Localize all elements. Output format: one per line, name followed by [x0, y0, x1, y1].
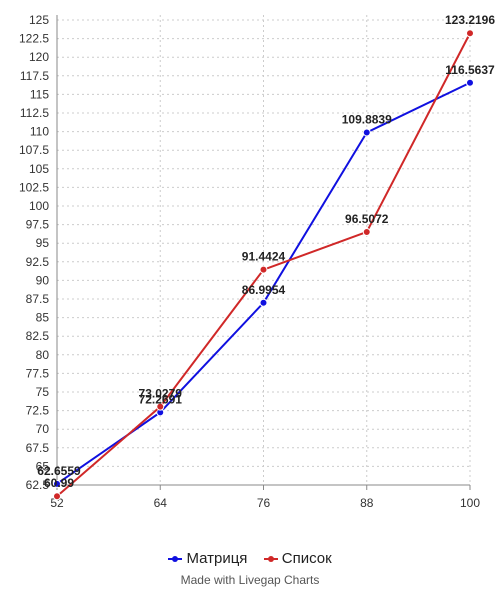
grid-lines [56, 15, 471, 486]
x-tick-label: 88 [360, 496, 374, 510]
y-tick-label: 72.5 [26, 404, 50, 418]
data-point[interactable] [466, 29, 474, 38]
credit-text: Made with Livegap Charts [180, 573, 320, 587]
y-tick-label: 85 [36, 311, 50, 325]
legend-item-list[interactable]: Список [263, 550, 332, 567]
data-label: 60.99 [44, 476, 74, 490]
legend: Матриця Список [0, 550, 500, 567]
data-label: 62.6559 [37, 464, 81, 478]
y-tick-label: 122.5 [19, 32, 49, 46]
x-tick-label: 64 [154, 496, 168, 510]
data-point[interactable] [259, 298, 268, 307]
legend-label-list: Список [281, 550, 332, 567]
y-tick-label: 65 [36, 459, 50, 473]
y-tick-label: 100 [29, 199, 49, 213]
data-point[interactable] [259, 265, 268, 274]
x-axis-ticks: 52 64 76 88 100 [50, 485, 480, 510]
data-labels: 62.6559 72.2691 86.9954 109.8839 116.5637 60.… [37, 13, 495, 490]
x-tick-label: 76 [257, 496, 271, 510]
y-tick-label: 102.5 [19, 180, 49, 194]
y-tick-label: 110 [30, 125, 49, 139]
legend-swatch-matrix [168, 554, 183, 564]
data-point[interactable] [362, 128, 371, 137]
y-tick-label: 75 [36, 385, 50, 399]
legend-label-matrix: Матриця [186, 550, 248, 567]
data-label: 72.2691 [139, 392, 183, 406]
legend-swatch-list [263, 554, 278, 564]
y-tick-label: 97.5 [26, 218, 50, 232]
y-tick-label: 90 [36, 273, 50, 287]
y-tick-label: 80 [36, 348, 50, 362]
data-point[interactable] [156, 402, 165, 411]
y-tick-label: 77.5 [26, 366, 50, 380]
data-label: 123.2196 [445, 13, 495, 27]
y-tick-label: 115 [30, 87, 49, 101]
y-tick-label: 70 [36, 422, 50, 436]
y-tick-label: 112.5 [20, 106, 49, 120]
y-tick-label: 120 [29, 50, 49, 64]
data-point[interactable] [53, 492, 61, 501]
data-label: 116.5637 [445, 63, 495, 77]
y-tick-label: 107.5 [19, 143, 49, 157]
x-tick-label: 100 [460, 496, 480, 510]
data-point[interactable] [53, 479, 61, 488]
y-tick-label: 62.5 [26, 478, 50, 492]
y-tick-label: 92.5 [26, 255, 50, 269]
legend-item-matrix[interactable]: Матриця [168, 550, 247, 567]
y-axis-ticks: 62.5 65 67.5 70 72.5 75 77.5 80 82.5 85 87.5 90 92.5… [19, 13, 49, 492]
y-tick-label: 67.5 [26, 441, 50, 455]
y-tick-label: 117.5 [20, 69, 49, 83]
data-label: 86.9954 [242, 283, 286, 297]
y-tick-label: 125 [29, 13, 49, 27]
y-tick-label: 87.5 [26, 292, 50, 306]
y-tick-label: 95 [36, 236, 50, 250]
data-point[interactable] [466, 78, 474, 87]
data-label: 96.5072 [345, 212, 389, 226]
data-label: 73.0279 [139, 387, 183, 401]
y-tick-label: 105 [29, 162, 49, 176]
series-group [53, 29, 474, 501]
x-tick-label: 52 [50, 496, 64, 510]
data-label: 109.8839 [342, 112, 392, 126]
data-label: 91.4424 [242, 250, 286, 264]
data-point[interactable] [362, 227, 371, 236]
y-tick-label: 82.5 [26, 329, 50, 343]
